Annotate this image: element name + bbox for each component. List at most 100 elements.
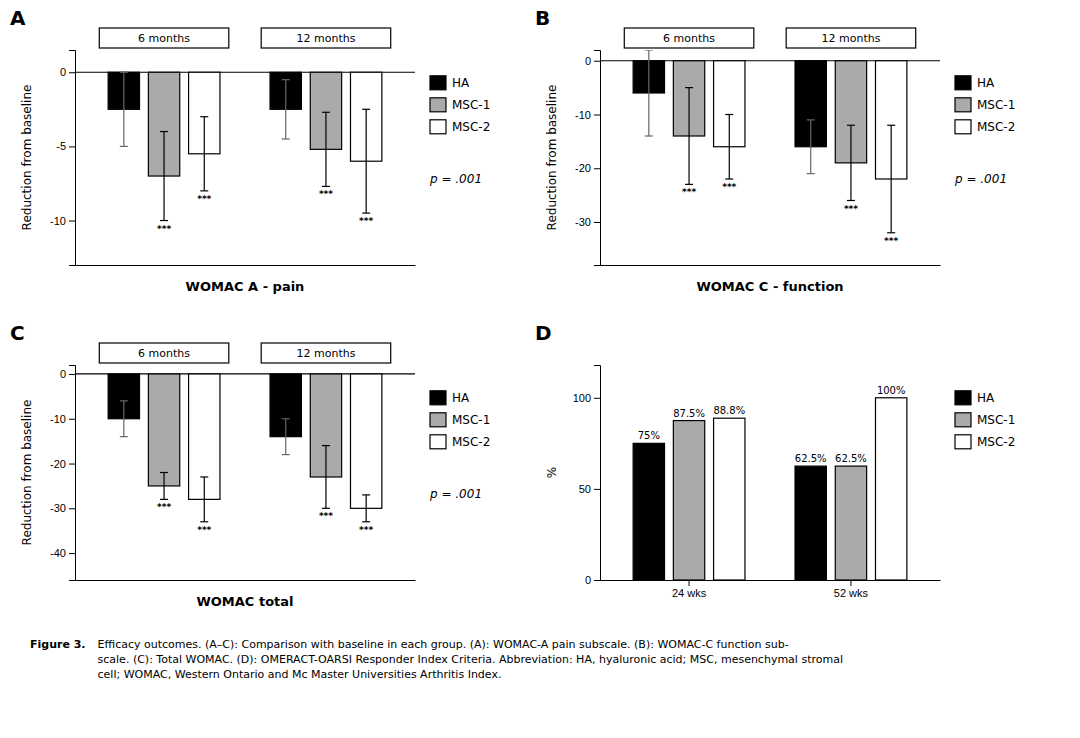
error-bar-part [120, 146, 128, 147]
y-tick-mark [69, 72, 75, 73]
y-tick-label: 100 [573, 392, 591, 404]
error-bar [160, 473, 168, 500]
bar [148, 374, 179, 486]
bar [350, 374, 381, 508]
panel: 0-5-106 months12 months************p = .… [10, 6, 490, 294]
error-bar-part [366, 109, 367, 213]
data-label: 100% [877, 385, 906, 396]
error-bar [120, 72, 128, 146]
significance-label: *** [319, 189, 333, 199]
error-bar-part [325, 446, 326, 509]
x-tick-label: 52 wks [834, 587, 869, 599]
significance-label: *** [197, 194, 211, 204]
annotation: p = .001 [954, 172, 1007, 186]
figure: 0 -5 -10 6 months 12 months *** *** *** *** p = .… [0, 0, 1080, 738]
category-label: 12 months [296, 347, 355, 360]
error-bar-part [725, 114, 733, 115]
significance-label: *** [197, 525, 211, 535]
error-bar [200, 117, 208, 191]
panel-title: A [10, 6, 26, 30]
error-bar-part [163, 132, 164, 221]
panel: 05010024 wks52 wks75%62.5%87.5%62.5%88.8… [535, 321, 1015, 599]
error-bar-part [120, 400, 128, 401]
category-label: 12 months [296, 32, 355, 45]
legend-item: MSC-2 [955, 435, 1015, 449]
legend: HAMSC-1MSC-2 [430, 391, 490, 449]
y-axis-line [69, 51, 76, 266]
y-tick-mark [69, 221, 75, 222]
y-tick-label: -10 [50, 215, 66, 227]
legend-item: MSC-1 [430, 98, 490, 112]
y-tick: 0 [585, 55, 600, 67]
legend-swatch [430, 120, 446, 134]
legend-label: MSC-2 [452, 435, 490, 449]
error-bar-part [120, 72, 128, 73]
y-tick-label: -30 [575, 216, 591, 228]
error-bar-part [282, 418, 290, 419]
bar [714, 418, 745, 580]
error-bar-part [282, 79, 290, 80]
x-axis-line [76, 580, 416, 581]
legend-swatch [430, 76, 446, 90]
significance-label: *** [359, 216, 373, 226]
error-bar-part [891, 125, 892, 233]
y-axis: 050100 [573, 366, 601, 587]
significance-label: *** [319, 511, 333, 521]
y-axis: 0-5-10 [50, 51, 75, 266]
legend-item: MSC-1 [430, 413, 490, 427]
significance-label: *** [359, 525, 373, 535]
y-axis-line [69, 366, 76, 581]
significance-label: *** [844, 204, 858, 214]
panel: 0-10-20-30-406 months12 months**********… [10, 321, 490, 609]
y-tick: -20 [575, 162, 600, 174]
error-bar-part [807, 173, 815, 174]
legend-swatch [430, 413, 446, 427]
y-axis-title: % [545, 467, 559, 478]
y-tick: -40 [50, 547, 75, 559]
legend-label: MSC-2 [977, 435, 1015, 449]
y-tick: 0 [585, 574, 600, 586]
legend-item: MSC-1 [955, 98, 1015, 112]
error-bar [807, 120, 815, 174]
error-bar-part [322, 112, 330, 113]
y-axis: 0-10-20-30 [575, 51, 600, 266]
error-bar-part [807, 119, 815, 120]
caption-title: Figure 3. [30, 638, 86, 651]
y-axis-title: Reduction from baseline [20, 85, 34, 231]
y-tick: -30 [575, 216, 600, 228]
x-tick-mark [689, 580, 690, 586]
y-tick: -5 [56, 140, 75, 152]
error-bar-part [847, 125, 855, 126]
error-bar-part [645, 135, 653, 136]
data-label: 88.8% [713, 405, 745, 416]
error-bar-part [645, 50, 653, 51]
legend-label: MSC-1 [977, 98, 1015, 112]
y-tick-mark [69, 374, 75, 375]
error-bar-part [282, 454, 290, 455]
legend-label: MSC-2 [452, 120, 490, 134]
x-axis: 24 wks 52 wks [601, 580, 941, 599]
y-tick-label: -30 [50, 502, 66, 514]
y-axis-line [594, 51, 601, 266]
data-label: 62.5% [795, 453, 827, 464]
error-bar-part [362, 521, 370, 522]
significance-label: *** [884, 236, 898, 246]
category-label: 6 months [663, 32, 715, 45]
y-tick-mark [594, 115, 600, 116]
x-axis-title: WOMAC A - pain [186, 279, 305, 294]
error-bar-part [688, 88, 689, 185]
y-tick-mark [69, 508, 75, 509]
error-bar-part [685, 184, 693, 185]
error-bar-part [160, 220, 168, 221]
y-tick-label: 0 [585, 574, 591, 586]
x-tick: 24 wks [672, 580, 707, 599]
significance-label: *** [157, 224, 171, 234]
category-label: 6 months [138, 347, 190, 360]
error-bar [160, 132, 168, 221]
legend-item: MSC-2 [955, 120, 1015, 134]
x-axis-title: WOMAC C - function [696, 279, 843, 294]
error-bar-part [322, 186, 330, 187]
legend-label: HA [452, 76, 470, 90]
legend-swatch [955, 435, 971, 449]
data-label: 75% [638, 430, 660, 441]
